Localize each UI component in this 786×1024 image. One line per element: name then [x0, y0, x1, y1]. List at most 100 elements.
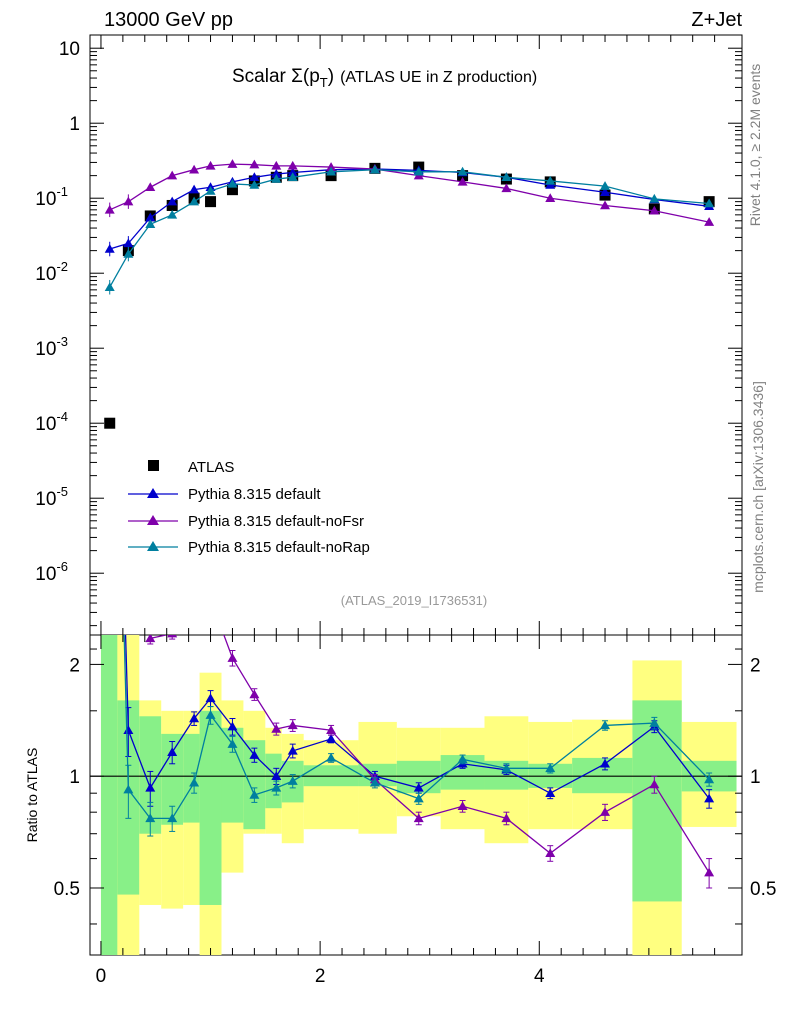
ratio-y-axis-label: Ratio to ATLAS: [24, 748, 40, 843]
plot-title-close: ): [328, 66, 334, 87]
legend-label-atlas: ATLAS: [188, 459, 234, 476]
main-point-atlas: [166, 199, 178, 211]
main-point-nofsr: [649, 205, 660, 215]
ratio-y-tick-label-left: 2: [69, 655, 80, 676]
ratio-point-nofsr: [227, 653, 238, 662]
ratio-x-tick-label: 4: [534, 966, 545, 987]
ratio-point-norap: [326, 752, 337, 762]
main-point-norap: [501, 172, 512, 182]
ratio-point-default: [249, 750, 260, 759]
ratio-point-norap: [167, 813, 178, 823]
main-point-atlas: [104, 417, 116, 429]
main-point-nofsr: [326, 162, 337, 171]
main-y-tick-label-exponent: -2: [56, 259, 68, 274]
main-y-tick-label-exponent: -5: [56, 484, 68, 499]
main-point-default: [145, 212, 156, 222]
main-y-tick-label: 10: [59, 39, 80, 60]
ratio-point-default: [205, 693, 216, 703]
ratio-point-norap: [271, 782, 282, 792]
ratio-point-nofsr: [249, 689, 260, 699]
ratio-x-tick-label: 2: [315, 966, 326, 987]
ratio-point-nofsr: [413, 813, 424, 823]
main-y-tick-label-exponent: -4: [56, 409, 68, 424]
main-y-tick-label-exponent: -6: [56, 559, 68, 574]
ratio-y-tick-label-left: 1: [69, 767, 80, 788]
ratio-point-default: [123, 725, 134, 734]
ratio-point-nofsr: [649, 779, 660, 789]
ratio-band-green: [632, 700, 682, 902]
ratio-point-norap: [249, 789, 260, 799]
ratio-point-norap: [501, 763, 512, 773]
main-y-tick-label-base: 10: [35, 414, 56, 435]
ratio-point-norap: [227, 739, 238, 748]
main-point-default: [600, 187, 611, 197]
ratio-point-norap: [457, 754, 468, 764]
ratio-point-norap: [413, 793, 424, 803]
ratio-y-tick-label-right: 1: [750, 767, 761, 788]
main-point-default: [123, 238, 134, 248]
main-point-default: [249, 172, 260, 182]
main-plot-frame: [89, 34, 743, 636]
main-y-tick-label-base: 10: [35, 339, 56, 360]
plot-title-text: Scalar Σ(p: [232, 66, 320, 87]
main-y-tick-label: 10-4: [35, 409, 68, 435]
main-point-norap: [287, 172, 298, 182]
main-y-tick-label: 10-5: [35, 484, 68, 510]
main-y-tick-label-base: 10: [35, 564, 56, 585]
ratio-series-nofsr: [145, 635, 715, 889]
main-y-tick-label: 10-1: [35, 184, 68, 210]
legend-label-norap: Pythia 8.315 default-noRap: [188, 539, 370, 556]
energy-label: 13000 GeV pp: [104, 9, 233, 31]
main-point-norap: [271, 174, 282, 183]
main-point-norap: [227, 178, 238, 188]
main-series-group: [104, 159, 715, 429]
main-point-norap: [413, 166, 424, 176]
main-point-norap: [545, 175, 556, 185]
ratio-point-nofsr: [326, 725, 337, 734]
ratio-point-nofsr: [501, 813, 512, 823]
main-point-default: [189, 184, 200, 194]
main-y-tick-label: 1: [69, 114, 80, 135]
ratio-point-norap: [123, 784, 134, 794]
ratio-point-default: [167, 747, 178, 757]
ratio-band-green: [100, 635, 118, 955]
main-point-nofsr: [104, 204, 115, 214]
process-label: Z+Jet: [691, 9, 742, 31]
main-point-nofsr: [123, 196, 134, 206]
main-point-nofsr: [271, 160, 282, 170]
ratio-point-default: [704, 793, 715, 803]
ratio-y-tick-label-right: 2: [750, 655, 761, 676]
ratio-point-default: [145, 782, 156, 792]
ratio-point-nofsr: [287, 720, 298, 730]
main-point-default: [104, 244, 115, 253]
main-point-nofsr: [545, 193, 556, 202]
main-point-nofsr: [227, 159, 238, 168]
main-point-default: [167, 196, 178, 206]
main-point-nofsr: [189, 164, 200, 174]
main-y-tick-label-base: 10: [59, 39, 80, 60]
ratio-y-tick-label-left: 0.5: [54, 879, 80, 900]
legend-marker-norap: [147, 541, 159, 551]
plot-title-note: (ATLAS UE in Z production): [340, 69, 537, 86]
ratio-x-tick-label: 0: [96, 966, 107, 987]
main-point-norap: [205, 185, 216, 195]
ratio-band-green: [572, 757, 633, 794]
legend-label-nofsr: Pythia 8.315 default-noFsr: [188, 513, 364, 530]
ratio-point-norap: [205, 710, 216, 719]
main-y-tick-label-exponent: -3: [56, 334, 68, 349]
main-y-tick-label-base: 10: [35, 489, 56, 510]
main-point-default: [287, 167, 298, 177]
ratio-point-norap: [287, 776, 298, 785]
ratio-point-nofsr: [167, 635, 178, 638]
main-y-tick-label: 10-2: [35, 259, 68, 285]
main-point-atlas: [325, 170, 337, 182]
main-point-nofsr: [704, 217, 715, 226]
ratio-series-norap: [123, 635, 715, 837]
ratio-point-norap: [369, 777, 380, 787]
main-point-atlas: [226, 184, 238, 196]
analysis-id: (ATLAS_2019_I1736531): [341, 593, 487, 608]
main-point-norap: [704, 198, 715, 208]
ratio-band-green: [199, 710, 222, 905]
ratio-point-default: [287, 745, 298, 755]
